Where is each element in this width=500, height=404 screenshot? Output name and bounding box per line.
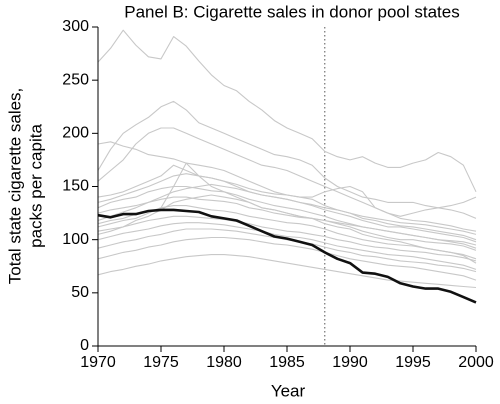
series-line bbox=[97, 196, 477, 251]
x-tick-label: 1975 bbox=[143, 354, 179, 371]
series-line bbox=[97, 236, 477, 281]
series-line bbox=[97, 194, 477, 264]
x-tick-label: 2000 bbox=[458, 354, 494, 371]
series-line bbox=[97, 29, 477, 193]
series-line bbox=[97, 215, 477, 262]
series-line bbox=[97, 173, 477, 217]
series-line bbox=[97, 162, 477, 246]
y-tick-label: 0 bbox=[80, 337, 89, 354]
series-line bbox=[97, 127, 477, 232]
y-axis-label: Total state cigarette sales, bbox=[5, 88, 24, 285]
x-tick-label: 1995 bbox=[395, 354, 431, 371]
y-axis-label: packs per capita bbox=[26, 124, 45, 248]
series-line bbox=[97, 254, 477, 289]
series-line bbox=[97, 100, 477, 219]
chart-title: Panel B: Cigarette sales in donor pool s… bbox=[124, 2, 459, 21]
x-tick-label: 1990 bbox=[332, 354, 368, 371]
y-tick-label: 50 bbox=[71, 284, 89, 301]
series-line bbox=[97, 183, 477, 241]
series-line bbox=[97, 208, 477, 304]
y-tick-label: 250 bbox=[62, 71, 89, 88]
y-tick-label: 300 bbox=[62, 18, 89, 35]
series-line bbox=[97, 228, 477, 273]
x-tick-label: 1970 bbox=[80, 354, 116, 371]
y-tick-label: 100 bbox=[62, 231, 89, 248]
y-tick-label: 200 bbox=[62, 125, 89, 142]
x-tick-label: 1985 bbox=[269, 354, 305, 371]
x-axis-label: Year bbox=[271, 381, 306, 400]
series-line bbox=[97, 222, 477, 270]
y-tick-label: 150 bbox=[62, 178, 89, 195]
x-tick-label: 1980 bbox=[206, 354, 242, 371]
